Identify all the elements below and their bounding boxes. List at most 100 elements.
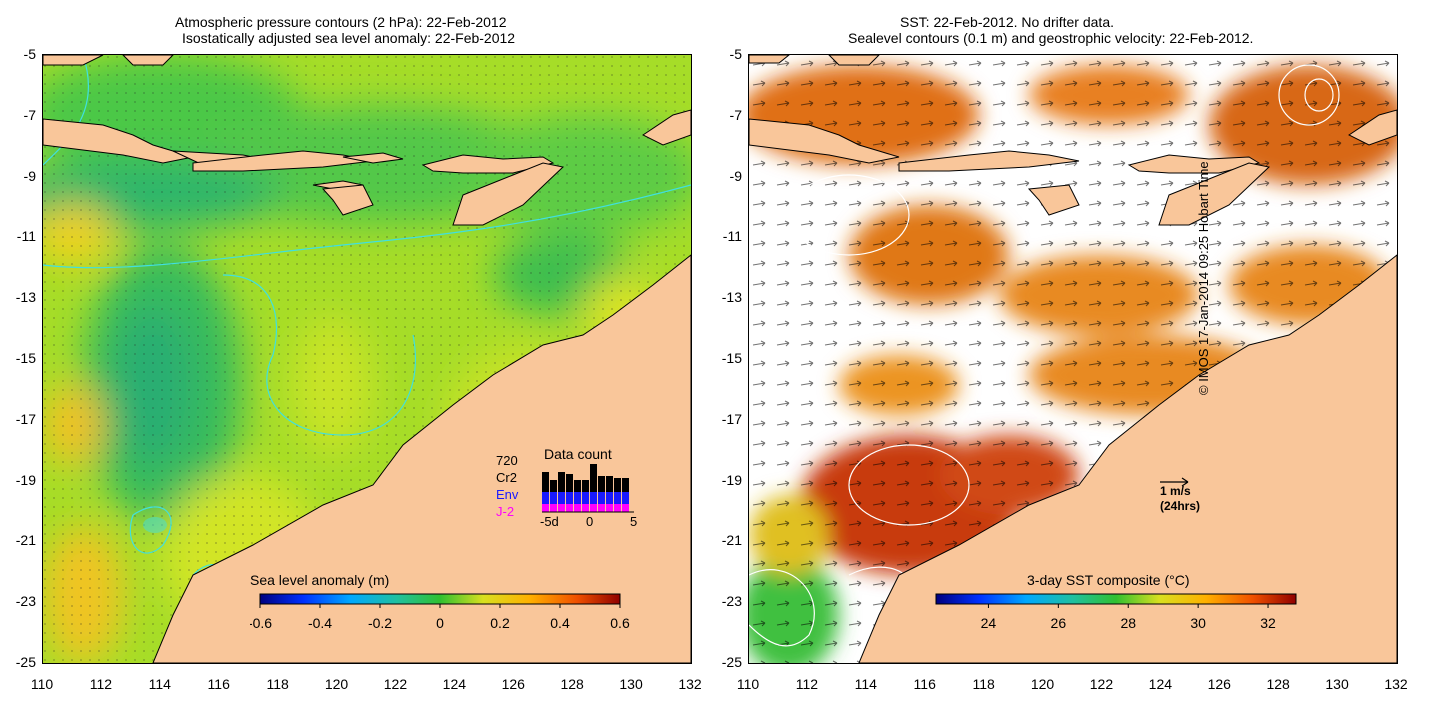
data-count-legend: 720 Cr2 Env J-2: [496, 452, 518, 520]
sst-colorbar-tick-label: 30: [1190, 615, 1206, 631]
left-lat-tick: -21: [15, 532, 36, 549]
left-lat-tick: -23: [15, 593, 36, 610]
right-lon-tick: 130: [1325, 676, 1349, 692]
hist-bar-segment: [590, 504, 597, 512]
hist-bar-segment: [566, 474, 573, 492]
hist-bar-segment: [574, 480, 581, 492]
right-lon-tick: 118: [972, 676, 995, 692]
velocity-scale-label: 1 m/s: [1160, 484, 1191, 498]
data-count-title: Data count: [544, 446, 612, 462]
left-lat-tick: -13: [15, 289, 36, 306]
sla-colorbar-tick-label: 0.6: [610, 615, 630, 631]
hist-bar-segment: [542, 504, 549, 512]
left-lon-tick: 124: [442, 676, 467, 692]
right-lon-tick: 110: [736, 676, 760, 692]
hist-bar-segment: [614, 492, 621, 504]
right-lat-tick: -25: [721, 654, 742, 670]
left-lon-tick: 130: [619, 676, 643, 692]
left-lon-tick: 128: [560, 676, 584, 692]
hist-bar-segment: [590, 464, 597, 492]
right-lon-tick: 122: [1089, 676, 1114, 692]
left-lat-tick: -15: [15, 350, 36, 366]
left-lon-tick: 114: [148, 676, 171, 692]
right-colorbar-label: 3-day SST composite (°C): [1027, 572, 1190, 588]
velocity-scale-arrow: [1160, 477, 1189, 487]
satellite-legend-cr2: Cr2: [496, 470, 517, 485]
hist-bar-segment: [622, 504, 629, 512]
australia-landmass-sst: [858, 254, 1397, 663]
sla-colorbar-tick-label: -0.6: [250, 615, 272, 631]
right-lon-tick: 124: [1148, 676, 1173, 692]
hist-bar-segment: [558, 472, 565, 492]
left-lon-tick: 126: [501, 676, 525, 692]
right-lon-tick: 126: [1207, 676, 1231, 692]
sea-level-anomaly-map[interactable]: [42, 54, 692, 664]
left-lon-tick: 118: [266, 676, 289, 692]
velocity-scale-sublabel: (24hrs): [1160, 499, 1201, 513]
left-lat-tick: -17: [15, 410, 36, 427]
australia-landmass: [152, 254, 691, 663]
hist-bar-segment: [614, 504, 621, 512]
right-lat-tick: -21: [721, 532, 742, 549]
right-lon-tick: 112: [795, 676, 819, 692]
hist-bar-segment: [558, 504, 565, 512]
sst-colorbar-tick-label: 24: [981, 615, 997, 631]
hist-bar-segment: [542, 472, 549, 492]
right-lat-tick: -5: [729, 46, 742, 62]
right-lat-tick: -9: [729, 167, 742, 184]
left-lat-tick: -7: [23, 106, 36, 123]
right-title-line2: Sealevel contours (0.1 m) and geostrophi…: [848, 30, 1254, 46]
left-lon-tick: 122: [383, 676, 408, 692]
hist-bar-segment: [550, 492, 557, 504]
left-title-line2: Isostatically adjusted sea level anomaly…: [182, 30, 516, 46]
hist-bar-segment: [558, 492, 565, 504]
sla-colorbar-tick-label: 0: [436, 615, 444, 631]
hist-xtick-0: 0: [586, 514, 593, 529]
left-lat-tick: -19: [15, 471, 36, 488]
sla-colorbar-tick-label: -0.2: [368, 615, 392, 631]
sst-map-svg: [749, 55, 1397, 663]
hist-bar-segment: [598, 504, 605, 512]
sst-colorbar-tick-label: 26: [1051, 615, 1067, 631]
hist-bar-segment: [550, 504, 557, 512]
right-lat-tick: -17: [721, 410, 742, 427]
satellite-legend-j-2: J-2: [496, 504, 515, 519]
hist-bar-segment: [606, 492, 613, 504]
sst-colorbar-tick-label: 32: [1260, 615, 1276, 631]
sla-blue-patch: [143, 517, 167, 533]
indonesian-islands: [43, 55, 691, 226]
left-lat-tick: -5: [23, 46, 36, 62]
hist-bar-segment: [574, 504, 581, 512]
hist-bar-segment: [598, 476, 605, 492]
left-lat-tick: -11: [16, 228, 36, 245]
left-lon-tick: 120: [324, 676, 349, 692]
hist-bar-segment: [622, 492, 629, 504]
hist-bar-segment: [550, 480, 557, 492]
hist-bar-segment: [606, 504, 613, 512]
right-lat-tick: -19: [721, 471, 742, 488]
hist-bar-segment: [566, 504, 573, 512]
left-lon-tick: 112: [89, 676, 113, 692]
right-lat-tick: -23: [721, 593, 742, 610]
right-lon-tick: 128: [1266, 676, 1290, 692]
right-lon-tick: 132: [1384, 676, 1408, 692]
hist-bar-segment: [622, 478, 629, 492]
sla-colorbar-tick-label: 0.4: [550, 615, 570, 631]
right-lat-tick: -13: [721, 289, 742, 306]
sla-colorbar-tick-label: 0.2: [490, 615, 510, 631]
hist-bar-segment: [606, 476, 613, 492]
right-lon-tick: 116: [913, 676, 936, 692]
sea-level-colorbar: -0.6 -0.4 -0.2 0 0.2 0.4 0.6: [250, 593, 630, 631]
hist-bar-segment: [590, 492, 597, 504]
hist-bar-segment: [582, 492, 589, 504]
copyright-text: © IMOS 17-Jan-2014 09:25 Hobart Time: [1196, 161, 1212, 395]
left-lon-tick: 132: [678, 676, 702, 692]
right-lon-tick: 120: [1030, 676, 1055, 692]
data-count-histogram: -5d 0 5: [540, 464, 637, 529]
hist-bar-segment: [582, 480, 589, 492]
right-lat-tick: -15: [721, 350, 742, 366]
hist-bar-segment: [582, 504, 589, 512]
hist-xtick-neg5: -5d: [540, 514, 559, 529]
sst-map[interactable]: [748, 54, 1398, 664]
left-lon-tick: 110: [30, 676, 54, 692]
